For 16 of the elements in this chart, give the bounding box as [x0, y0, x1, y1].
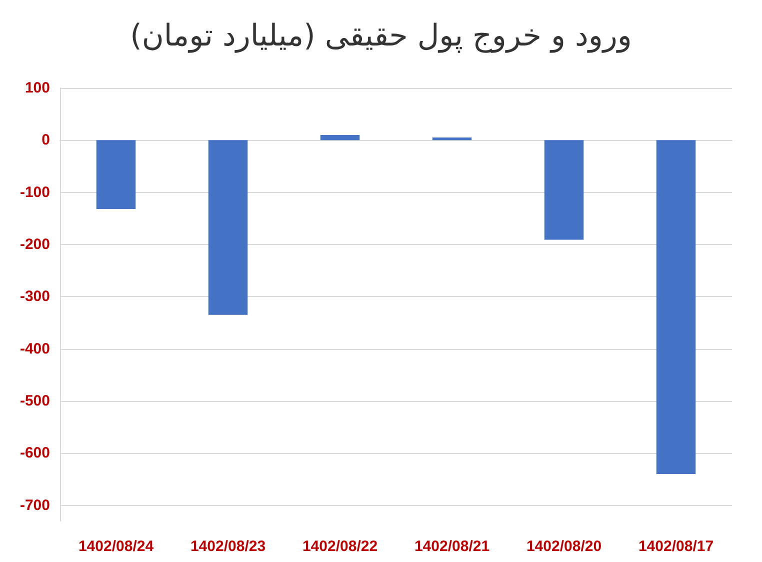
x-tick-label: 1402/08/20 [526, 538, 602, 555]
y-tick-label: -400 [20, 340, 50, 358]
y-tick-label: -600 [20, 444, 50, 462]
y-tick-label: -100 [20, 184, 50, 201]
y-tick-label: 0 [42, 132, 50, 149]
y-tick-label: 100 [24, 80, 50, 96]
x-tick-label: 1402/08/23 [190, 538, 266, 555]
chart-title: ورود و خروج پول حقیقی (میلیارد تومان) [130, 18, 632, 54]
x-tick-label: 1402/08/21 [414, 538, 490, 555]
y-tick-label: -300 [20, 288, 50, 306]
x-tick-label: 1402/08/22 [302, 538, 378, 555]
y-tick-label: -700 [20, 496, 50, 514]
x-tick-label: 1402/08/24 [78, 538, 154, 555]
y-tick-label: -500 [20, 392, 50, 410]
y-tick-label: -200 [20, 236, 50, 254]
x-tick-label: 1402/08/17 [638, 538, 714, 555]
